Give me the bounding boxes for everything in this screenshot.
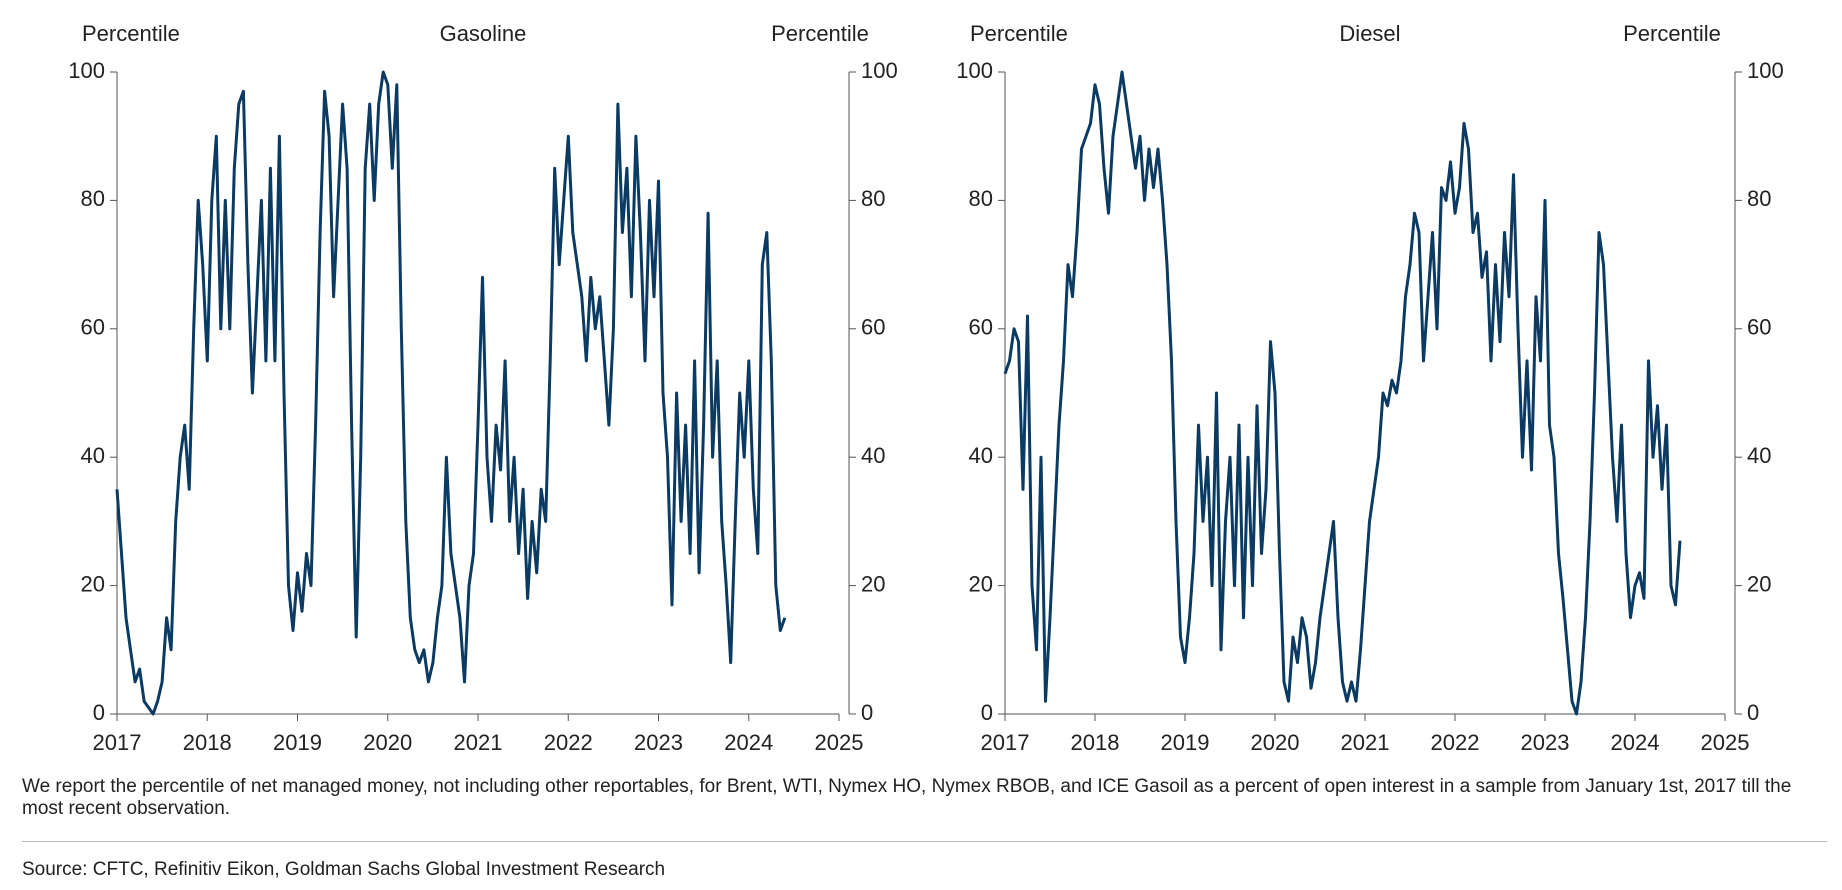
y2-tick-label: 20 bbox=[861, 571, 885, 596]
y2-tick-label: 100 bbox=[1747, 58, 1784, 83]
divider bbox=[22, 841, 1827, 842]
x-tick-label: 2017 bbox=[93, 730, 142, 755]
y-axis-label: Percentile bbox=[82, 21, 180, 46]
line bbox=[1003, 70, 1682, 716]
y-tick-label: 100 bbox=[68, 58, 105, 83]
y2-tick-label: 0 bbox=[1747, 700, 1759, 725]
note: We report the percentile of net managed … bbox=[22, 776, 1792, 819]
y2-axis-label: Percentile bbox=[1623, 21, 1721, 46]
x-tick-label: 2023 bbox=[1521, 730, 1570, 755]
y2-tick-label: 100 bbox=[861, 58, 898, 83]
y-tick-label: 20 bbox=[81, 571, 105, 596]
y-tick-label: 20 bbox=[969, 571, 993, 596]
x-tick-label: 2025 bbox=[815, 730, 864, 755]
y2-tick-label: 20 bbox=[1747, 571, 1771, 596]
x-tick-label: 2022 bbox=[544, 730, 593, 755]
x-tick-label: 2021 bbox=[454, 730, 503, 755]
y-tick-label: 60 bbox=[969, 315, 993, 340]
x-tick-label: 2020 bbox=[363, 730, 412, 755]
y-axis-label: Percentile bbox=[970, 21, 1068, 46]
x-tick-label: 2022 bbox=[1431, 730, 1480, 755]
charts: Gasoline Percentile Percentile 0 20 40 60 80 100… bbox=[68, 21, 1784, 755]
y2-tick-label: 60 bbox=[861, 315, 885, 340]
y2-tick-label: 80 bbox=[861, 186, 885, 211]
y-tick-label: 0 bbox=[93, 700, 105, 725]
y-tick-label: 0 bbox=[981, 700, 993, 725]
chart-title: Diesel bbox=[1339, 21, 1400, 46]
x-tick-label: 2024 bbox=[1611, 730, 1660, 755]
y2-tick-label: 40 bbox=[861, 443, 885, 468]
x-tick-label: 2018 bbox=[1071, 730, 1120, 755]
y-tick-label: 40 bbox=[81, 443, 105, 468]
y2-tick-label: 60 bbox=[1747, 315, 1771, 340]
y-tick-label: 80 bbox=[81, 186, 105, 211]
x-tick-label: 2025 bbox=[1701, 730, 1750, 755]
x-tick-label: 2023 bbox=[634, 730, 683, 755]
chart-title: Gasoline bbox=[440, 21, 527, 46]
x-tick-label: 2021 bbox=[1341, 730, 1390, 755]
x-tick-label: 2017 bbox=[981, 730, 1030, 755]
x-tick-label: 2024 bbox=[724, 730, 773, 755]
line bbox=[115, 70, 787, 716]
x-tick-label: 2018 bbox=[183, 730, 232, 755]
y2-tick-label: 40 bbox=[1747, 443, 1771, 468]
y2-axis-label: Percentile bbox=[771, 21, 869, 46]
y2-tick-label: 0 bbox=[861, 700, 873, 725]
x-tick-label: 2019 bbox=[273, 730, 322, 755]
y2-tick-label: 80 bbox=[1747, 186, 1771, 211]
source: Source: CFTC, Refinitiv Eikon, Goldman S… bbox=[22, 859, 666, 880]
x-tick-label: 2019 bbox=[1161, 730, 1210, 755]
y-tick-label: 40 bbox=[969, 443, 993, 468]
x-tick-label: 2020 bbox=[1251, 730, 1300, 755]
y-tick-label: 60 bbox=[81, 315, 105, 340]
y-tick-label: 100 bbox=[956, 58, 993, 83]
y-tick-label: 80 bbox=[969, 186, 993, 211]
